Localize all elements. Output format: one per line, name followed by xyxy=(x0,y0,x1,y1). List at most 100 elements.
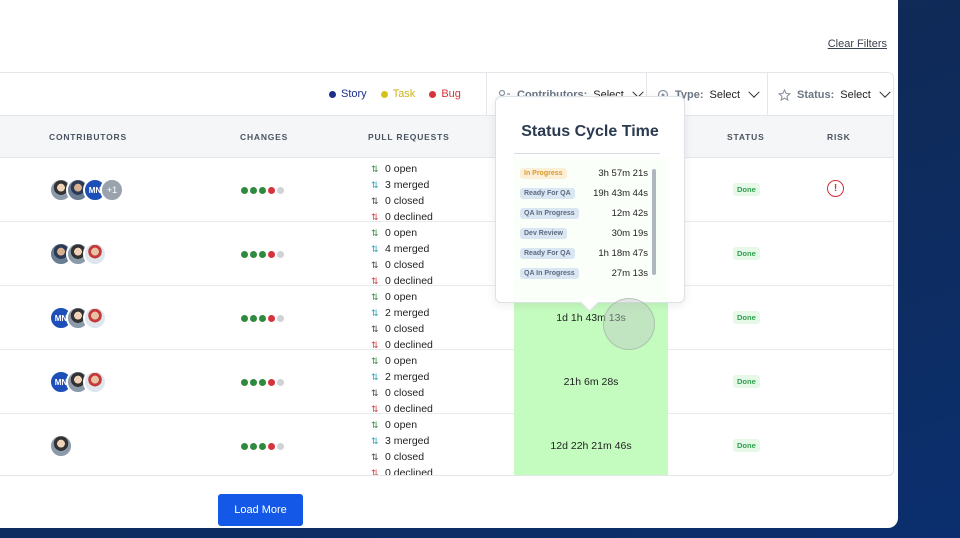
change-dot xyxy=(259,443,266,450)
change-dot xyxy=(268,379,275,386)
pr-count-label: 0 declined xyxy=(385,339,433,351)
cycle-time-entry: Ready For QA 19h 43m 44s xyxy=(520,183,648,203)
table-row[interactable]: ⇅ 0 open ⇅ 3 merged ⇅ 0 closed ⇅ 0 declined 12d … xyxy=(0,414,893,476)
pr-count-label: 3 merged xyxy=(385,435,430,447)
pull-requests: ⇅ 0 open ⇅ 4 merged ⇅ 0 closed ⇅ 0 declined xyxy=(371,225,433,289)
pull-requests: ⇅ 0 open ⇅ 2 merged ⇅ 0 closed ⇅ 0 declined xyxy=(371,353,433,417)
pull-request-icon: ⇅ xyxy=(371,452,379,462)
clear-filters-link[interactable]: Clear Filters xyxy=(827,38,887,50)
legend-label: Task xyxy=(392,88,416,100)
avatar[interactable] xyxy=(83,370,107,394)
pr-count-label: 2 merged xyxy=(385,307,430,319)
divider xyxy=(514,153,660,154)
pull-request-icon: ⇅ xyxy=(371,164,379,174)
status-tag: QA In Progress xyxy=(520,267,579,279)
change-dot xyxy=(277,443,284,450)
pull-requests: ⇅ 0 open ⇅ 3 merged ⇅ 0 closed ⇅ 0 declined xyxy=(371,161,433,225)
change-dot xyxy=(268,187,275,194)
change-dot xyxy=(259,251,266,258)
cycle-time-cell[interactable]: 21h 6m 28s xyxy=(514,350,668,414)
change-dot xyxy=(259,379,266,386)
status-duration: 27m 13s xyxy=(611,267,648,279)
pr-count: ⇅ 0 declined xyxy=(371,273,433,289)
cursor-indicator xyxy=(603,298,655,350)
pr-count: ⇅ 2 merged xyxy=(371,369,433,385)
status-badge: Done xyxy=(733,247,760,260)
pr-count-label: 0 closed xyxy=(385,195,425,207)
contributor-avatars xyxy=(49,434,73,458)
pull-request-icon: ⇅ xyxy=(371,180,379,190)
avatar[interactable] xyxy=(83,242,107,266)
change-dot xyxy=(268,315,275,322)
pr-count-label: 0 closed xyxy=(385,259,425,271)
table-row[interactable]: MN ⇅ 0 open ⇅ 2 merged ⇅ 0 closed ⇅ 0 declined 1d… xyxy=(0,286,893,353)
change-dot xyxy=(259,187,266,194)
risk-alert-icon[interactable]: ! xyxy=(827,180,844,197)
pr-count: ⇅ 0 closed xyxy=(371,193,433,209)
changes-indicator xyxy=(241,315,284,322)
pr-count: ⇅ 0 declined xyxy=(371,209,433,225)
avatar[interactable]: +1 xyxy=(100,178,124,202)
column-changes: CHANGES xyxy=(240,132,289,142)
column-pull-requests: PULL REQUESTS xyxy=(368,132,450,142)
pull-request-icon: ⇅ xyxy=(371,356,379,366)
cycle-time-entry: In Progress 3h 57m 21s xyxy=(520,163,648,183)
pr-count-label: 0 closed xyxy=(385,323,425,335)
table-row[interactable]: MN ⇅ 0 open ⇅ 2 merged ⇅ 0 closed ⇅ 0 declined 21… xyxy=(0,350,893,417)
status-tag: Dev Review xyxy=(520,227,567,239)
change-dot xyxy=(268,251,275,258)
pull-request-icon: ⇅ xyxy=(371,308,379,318)
status-tag: QA In Progress xyxy=(520,207,579,219)
change-dot xyxy=(277,187,284,194)
cycle-time-cell[interactable]: 12d 22h 21m 46s xyxy=(514,414,668,475)
pr-count: ⇅ 0 open xyxy=(371,417,433,433)
change-dot xyxy=(241,251,248,258)
status-duration: 12m 42s xyxy=(611,207,648,219)
pull-request-icon: ⇅ xyxy=(371,276,379,286)
pr-count-label: 2 merged xyxy=(385,371,430,383)
table-card: Story Task Bug Contributors: Select Type… xyxy=(0,72,894,476)
cycle-time-entry: QA In Progress 12m 42s xyxy=(520,203,648,223)
change-dot xyxy=(250,443,257,450)
pr-count-label: 0 open xyxy=(385,227,418,239)
change-dot xyxy=(277,315,284,322)
pr-count-label: 0 open xyxy=(385,419,418,431)
pr-count-label: 0 declined xyxy=(385,467,433,476)
avatar[interactable] xyxy=(83,306,107,330)
cycle-time-entry: Dev Review 30m 19s xyxy=(520,223,648,243)
table-row[interactable]: MN +1 ⇅ 0 open ⇅ 3 merged ⇅ 0 closed ⇅ 0 declined… xyxy=(0,158,893,225)
pr-count-label: 0 open xyxy=(385,355,418,367)
pr-count: ⇅ 0 open xyxy=(371,289,433,305)
pr-count: ⇅ 0 closed xyxy=(371,385,433,401)
table-row[interactable]: ⇅ 0 open ⇅ 4 merged ⇅ 0 closed ⇅ 0 declined Done xyxy=(0,222,893,289)
change-dot xyxy=(250,251,257,258)
status-tag: In Progress xyxy=(520,167,567,179)
tooltip-scrollbar[interactable] xyxy=(652,169,656,275)
avatar[interactable] xyxy=(49,434,73,458)
pr-count-label: 0 declined xyxy=(385,275,433,287)
change-dot xyxy=(250,187,257,194)
status-tag: Ready For QA xyxy=(520,187,575,199)
pr-count: ⇅ 3 merged xyxy=(371,433,433,449)
table-header: CONTRIBUTORS CHANGES PULL REQUESTS STATU… xyxy=(0,116,893,158)
pull-request-icon: ⇅ xyxy=(371,212,379,222)
changes-indicator xyxy=(241,379,284,386)
changes-indicator xyxy=(241,251,284,258)
change-dot xyxy=(250,379,257,386)
load-more-button[interactable]: Load More xyxy=(218,494,303,526)
pr-count: ⇅ 0 declined xyxy=(371,337,433,353)
legend-label: Bug xyxy=(441,88,461,100)
filter-bar: Story Task Bug Contributors: Select Type… xyxy=(0,73,893,116)
contributor-avatars: MN xyxy=(49,306,107,330)
pr-count: ⇅ 0 declined xyxy=(371,401,433,417)
change-dot xyxy=(241,443,248,450)
type-filter-value: Select xyxy=(709,88,741,101)
status-filter[interactable]: Status: Select xyxy=(767,73,893,116)
chevron-down-icon xyxy=(879,86,891,98)
pr-count: ⇅ 0 declined xyxy=(371,465,433,476)
pull-request-icon: ⇅ xyxy=(371,468,379,476)
pr-count: ⇅ 2 merged xyxy=(371,305,433,321)
pull-request-icon: ⇅ xyxy=(371,228,379,238)
status-badge: Done xyxy=(733,375,760,388)
bug-dot-icon xyxy=(429,90,437,98)
